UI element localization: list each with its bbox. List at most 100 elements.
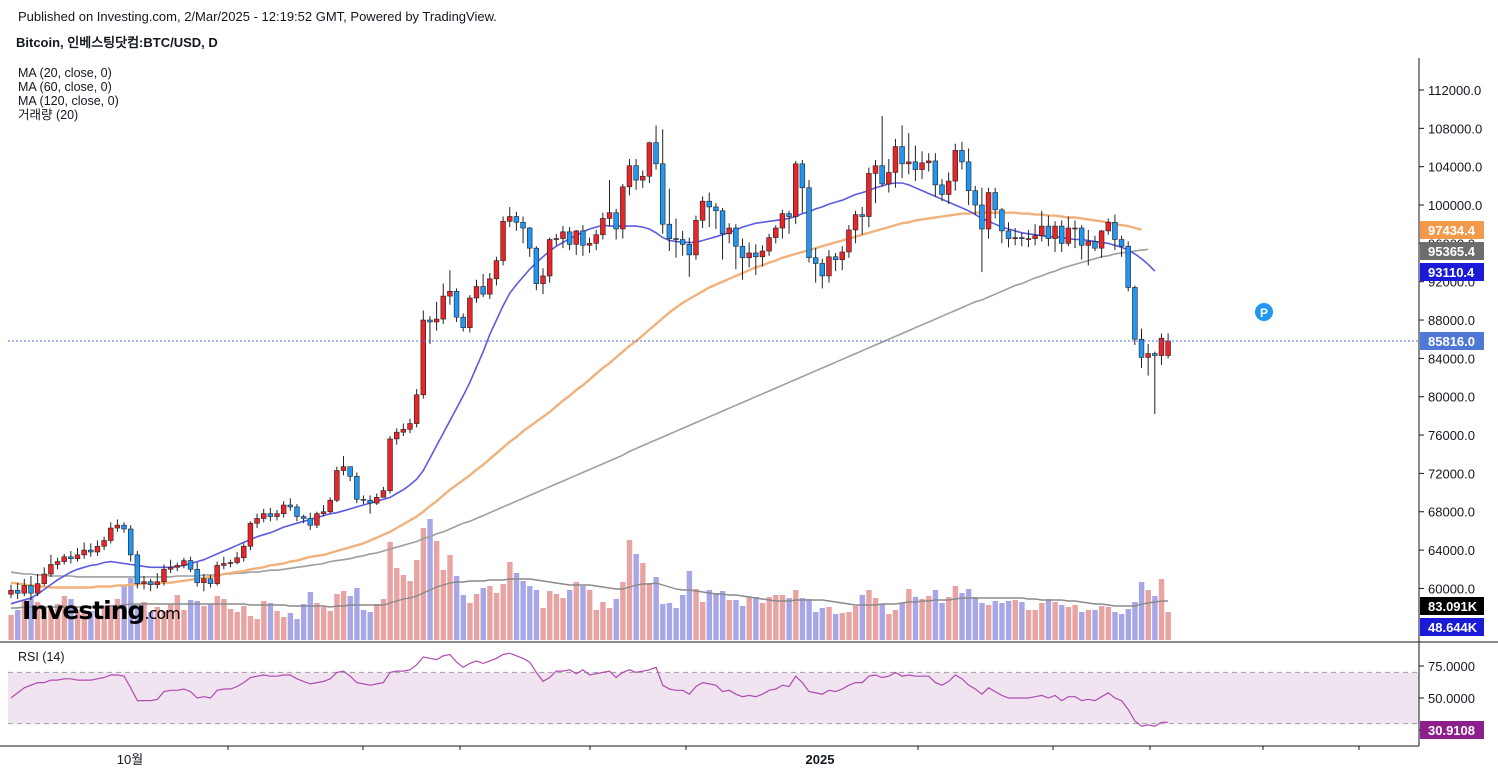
volume-bar <box>899 603 905 640</box>
volume-bar <box>580 586 586 640</box>
legend-volume[interactable]: 거래량 (20) <box>18 108 79 122</box>
legend-ma60[interactable]: MA (60, close, 0) <box>18 80 112 94</box>
legend-ma20[interactable]: MA (20, close, 0) <box>18 66 112 80</box>
volume-bar <box>54 604 61 640</box>
candle-body <box>374 497 380 504</box>
candle-body <box>739 245 746 259</box>
candle-body <box>992 192 998 211</box>
volume-bar <box>114 599 121 640</box>
candle-body <box>646 142 653 177</box>
price-tick-label: 108000.0 <box>1428 121 1482 136</box>
candle-body <box>487 278 493 295</box>
volume-bar <box>500 584 506 640</box>
price-tick-label: 76000.0 <box>1428 428 1475 443</box>
volume-bar <box>1138 582 1145 640</box>
candle-body <box>440 295 446 320</box>
candle-body <box>852 214 859 231</box>
ma120-tag-bg <box>1420 242 1484 260</box>
volume-bar <box>680 595 686 640</box>
volume-bar <box>999 603 1005 640</box>
candle-body <box>1019 237 1025 239</box>
candle-body <box>540 275 546 284</box>
candle-body <box>792 163 799 217</box>
candle-body <box>1032 235 1038 239</box>
legend-ma120[interactable]: MA (120, close, 0) <box>18 94 119 108</box>
volume-bar <box>128 578 134 640</box>
investing-logo: Investing.com <box>22 596 181 625</box>
volume-bar <box>846 612 852 640</box>
candle-body <box>294 506 300 517</box>
candle-body <box>546 239 553 277</box>
volume-bar <box>540 608 546 640</box>
candle-body <box>826 256 832 277</box>
candle-body <box>1145 353 1151 358</box>
volume-bar <box>527 586 533 640</box>
volume-tag: 83.091K <box>1420 597 1484 615</box>
candle-body <box>41 573 47 584</box>
candle-body <box>573 230 579 245</box>
volume-bar <box>148 612 154 640</box>
volume-bar <box>380 599 387 640</box>
volume-bar <box>693 589 699 640</box>
ma120-line <box>10 248 1149 578</box>
candle-body <box>693 220 699 256</box>
volume-bar <box>94 616 101 640</box>
candle-body <box>181 560 187 566</box>
volume-bar <box>1052 602 1058 640</box>
candle-body <box>8 590 14 595</box>
volume-bar <box>939 603 945 640</box>
volume-bar <box>35 602 41 640</box>
volume-bar <box>473 594 480 640</box>
volume-bar <box>992 601 998 640</box>
candle-body <box>1072 227 1078 230</box>
volume-bar <box>261 601 267 640</box>
volume-bar <box>21 600 28 640</box>
candle-body <box>1132 287 1138 340</box>
volume-bar <box>666 603 673 640</box>
candle-body <box>1112 221 1118 240</box>
candle-body <box>247 522 254 547</box>
candle-body <box>347 466 353 477</box>
rsi-band <box>8 672 1419 724</box>
volume-bar <box>620 582 626 640</box>
candle-body <box>467 297 473 329</box>
candle-body <box>806 187 812 259</box>
candle-body <box>221 563 227 566</box>
ma60-tag-text: 97434.4 <box>1428 223 1476 238</box>
volume-bar <box>320 607 327 640</box>
candle-body <box>1085 241 1092 246</box>
volume-bar <box>307 592 314 640</box>
candle-body <box>114 524 121 529</box>
candle-body <box>985 192 992 230</box>
volume-bar <box>979 603 985 640</box>
volume-bar <box>407 581 413 640</box>
candle-body <box>300 516 307 519</box>
candle-body <box>307 518 313 526</box>
volume-bar <box>633 554 639 640</box>
volume-bar <box>806 599 812 640</box>
price-tick-label: 84000.0 <box>1428 351 1475 366</box>
rsi-legend[interactable]: RSI (14) <box>18 650 65 664</box>
ma60-tag: 97434.4 <box>1420 221 1484 239</box>
candle-body <box>207 578 214 584</box>
rsi-tick-label: 50.0000 <box>1428 691 1475 706</box>
volume-bar <box>866 590 872 640</box>
candle-body <box>360 498 367 501</box>
candle-body <box>1065 227 1072 244</box>
volume-bar <box>706 590 713 640</box>
candle-body <box>866 173 872 217</box>
candle-body <box>733 227 739 247</box>
volume-bar <box>560 598 566 640</box>
candle-body <box>420 319 426 396</box>
volume-bar <box>926 596 932 640</box>
volume-bar <box>15 610 21 640</box>
candle-body <box>480 286 486 295</box>
volume-bar <box>766 597 772 640</box>
candle-body <box>1105 221 1111 232</box>
volume-bar <box>207 604 214 640</box>
candle-body <box>500 221 506 261</box>
candle-body <box>812 257 819 264</box>
volume-bar <box>533 590 540 640</box>
candle-body <box>267 513 274 517</box>
